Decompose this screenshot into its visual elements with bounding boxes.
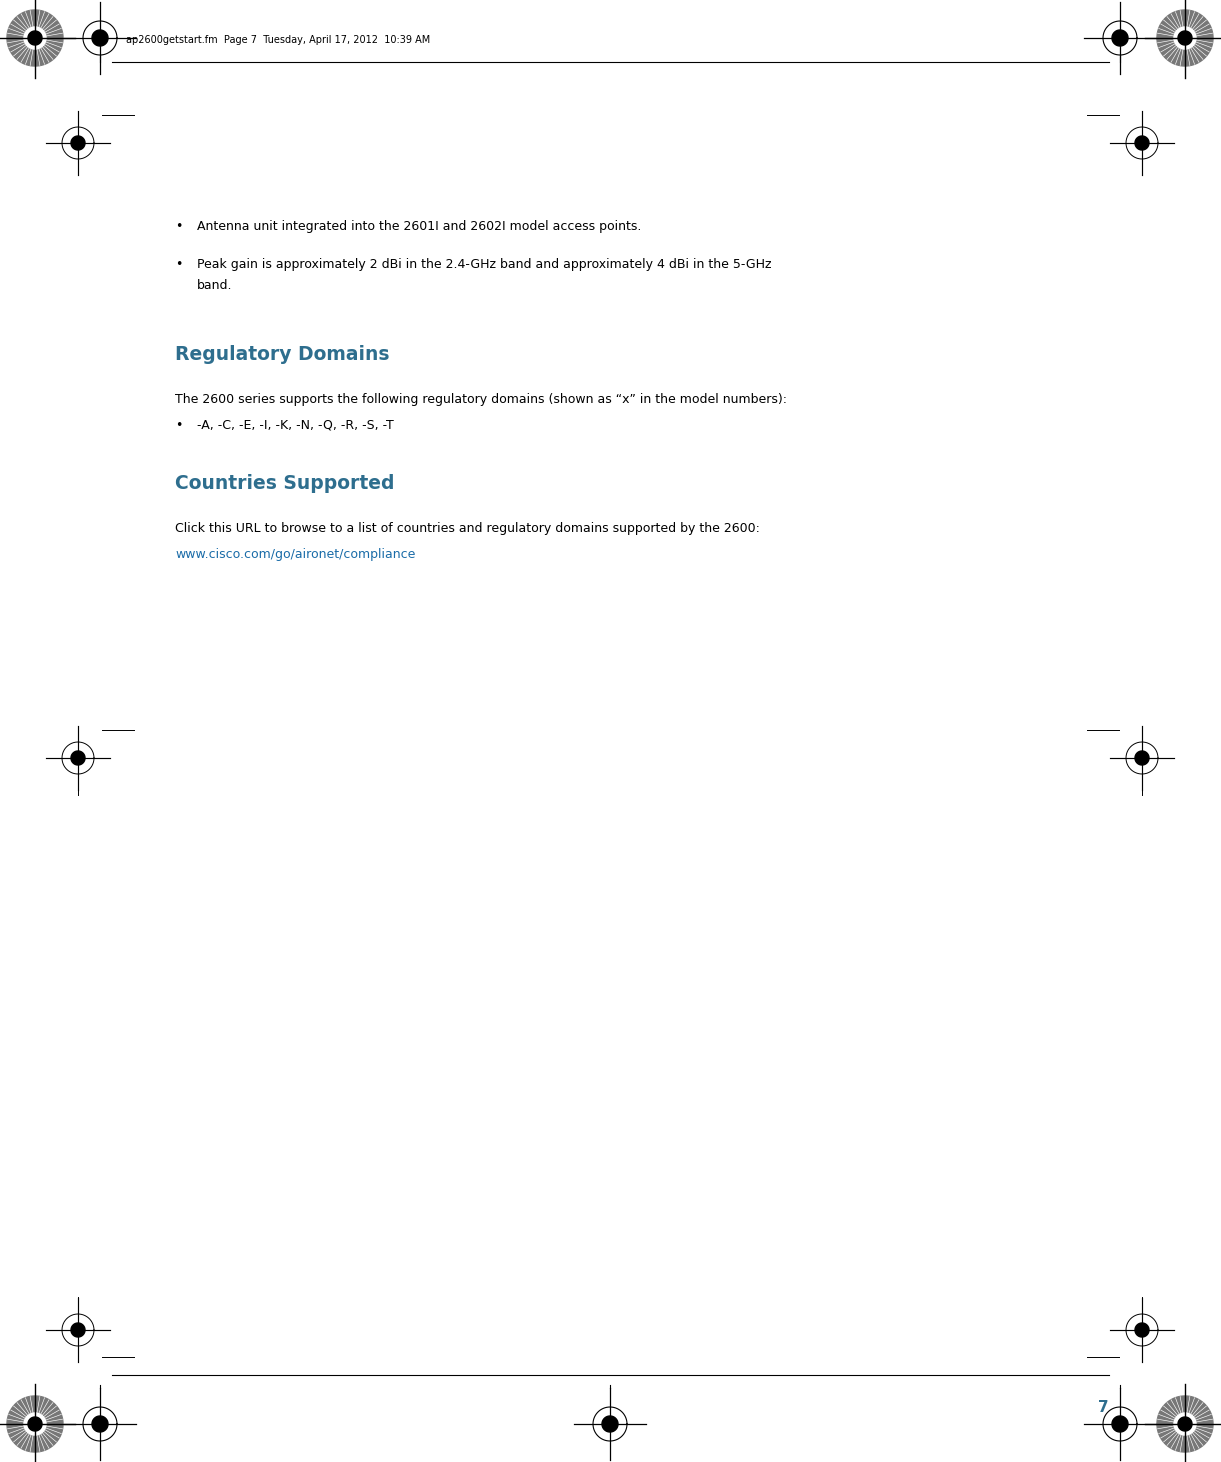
Polygon shape <box>1136 751 1149 765</box>
Text: Click this URL to browse to a list of countries and regulatory domains supported: Click this URL to browse to a list of co… <box>175 522 759 535</box>
Text: •: • <box>175 219 182 232</box>
Polygon shape <box>71 1323 85 1338</box>
Polygon shape <box>24 26 46 50</box>
Polygon shape <box>1175 26 1197 50</box>
Polygon shape <box>602 1417 618 1431</box>
Polygon shape <box>1178 31 1192 45</box>
Text: Antenna unit integrated into the 2601I and 2602I model access points.: Antenna unit integrated into the 2601I a… <box>197 219 641 232</box>
Text: 7: 7 <box>1098 1401 1109 1415</box>
Text: •: • <box>175 420 182 431</box>
Polygon shape <box>28 1417 42 1431</box>
Polygon shape <box>7 1396 63 1452</box>
Text: ap2600getstart.fm  Page 7  Tuesday, April 17, 2012  10:39 AM: ap2600getstart.fm Page 7 Tuesday, April … <box>126 35 430 45</box>
Polygon shape <box>7 10 63 66</box>
Polygon shape <box>92 1417 107 1431</box>
Polygon shape <box>1175 1412 1197 1436</box>
Polygon shape <box>1136 136 1149 151</box>
Text: Regulatory Domains: Regulatory Domains <box>175 345 389 364</box>
Polygon shape <box>92 31 107 45</box>
Text: •: • <box>175 257 182 270</box>
Polygon shape <box>28 31 42 45</box>
Polygon shape <box>1136 1323 1149 1338</box>
Polygon shape <box>71 751 85 765</box>
Text: band.: band. <box>197 279 232 292</box>
Polygon shape <box>24 1412 46 1436</box>
Polygon shape <box>1158 1396 1212 1452</box>
Text: Countries Supported: Countries Supported <box>175 474 394 493</box>
Text: Peak gain is approximately 2 dBi in the 2.4-GHz band and approximately 4 dBi in : Peak gain is approximately 2 dBi in the … <box>197 257 772 270</box>
Polygon shape <box>1158 10 1212 66</box>
Text: The 2600 series supports the following regulatory domains (shown as “x” in the m: The 2600 series supports the following r… <box>175 393 788 406</box>
Polygon shape <box>71 136 85 151</box>
Polygon shape <box>1112 31 1128 45</box>
Polygon shape <box>1178 1417 1192 1431</box>
Polygon shape <box>1112 1417 1128 1431</box>
Text: www.cisco.com/go/aironet/compliance: www.cisco.com/go/aironet/compliance <box>175 548 415 561</box>
Text: -A, -C, -E, -I, -K, -N, -Q, -R, -S, -T: -A, -C, -E, -I, -K, -N, -Q, -R, -S, -T <box>197 420 393 431</box>
